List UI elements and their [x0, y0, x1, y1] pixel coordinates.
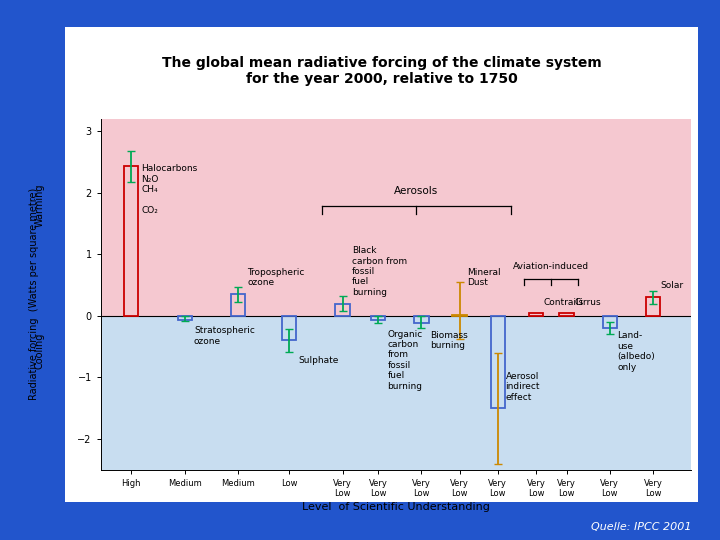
Text: Stratospheric
ozone: Stratospheric ozone [194, 327, 255, 346]
Text: Aviation-induced: Aviation-induced [513, 262, 589, 271]
Text: Sulphate: Sulphate [298, 356, 338, 364]
Text: Black
carbon from
fossil
fuel
burning: Black carbon from fossil fuel burning [351, 246, 407, 297]
Text: Aerosol
indirect
effect: Aerosol indirect effect [505, 372, 540, 402]
Bar [452, 315, 467, 316]
Text: Mineral
Dust: Mineral Dust [467, 268, 501, 287]
Text: Contrails: Contrails [544, 298, 584, 307]
Bar [282, 316, 296, 341]
Text: Cirrus: Cirrus [574, 298, 600, 307]
Text: Organic
carbon
from
fossil
fuel
burning: Organic carbon from fossil fuel burning [387, 330, 423, 390]
Bar [101, 119, 691, 316]
Text: Solar: Solar [661, 281, 684, 289]
Bar [528, 313, 543, 316]
Text: Warming: Warming [35, 184, 45, 227]
Bar [414, 316, 428, 323]
Text: Cooling: Cooling [35, 333, 45, 369]
Text: Halocarbons
N₂O
CH₄

CO₂: Halocarbons N₂O CH₄ CO₂ [142, 164, 198, 215]
Text: Aerosols: Aerosols [395, 186, 438, 197]
Bar [490, 316, 505, 408]
Bar [371, 316, 385, 320]
Text: The global mean radiative forcing of the climate system
for the year 2000, relat: The global mean radiative forcing of the… [162, 56, 601, 86]
Y-axis label: Radiative forcing  (Watts per square metre): Radiative forcing (Watts per square metr… [29, 188, 38, 401]
Bar [559, 313, 574, 316]
Text: Land-
use
(albedo)
only: Land- use (albedo) only [618, 332, 655, 372]
X-axis label: Level  of Scientific Understanding: Level of Scientific Understanding [302, 502, 490, 512]
Bar [125, 166, 138, 316]
Bar [336, 303, 350, 316]
Text: Tropospheric
ozone: Tropospheric ozone [248, 268, 305, 287]
Text: Biomass
burning: Biomass burning [431, 331, 468, 350]
Bar [101, 316, 691, 470]
Bar [178, 316, 192, 320]
Bar [646, 298, 660, 316]
Bar [603, 316, 617, 328]
Text: Quelle: IPCC 2001: Quelle: IPCC 2001 [590, 522, 691, 532]
Bar [231, 294, 246, 316]
